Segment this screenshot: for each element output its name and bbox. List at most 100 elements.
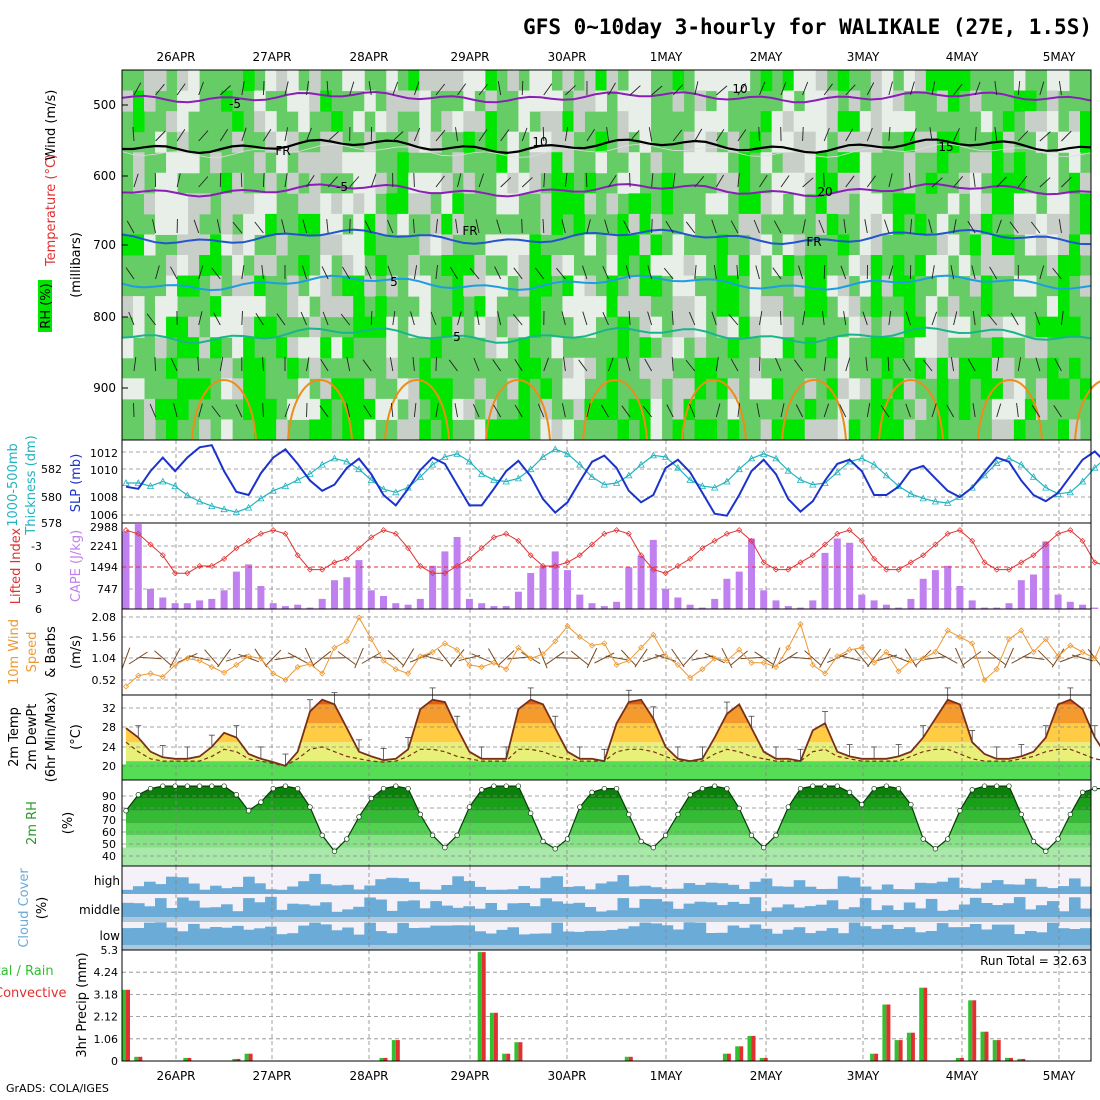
wind-barb: [173, 403, 178, 418]
cloud-cell: [628, 886, 641, 894]
rh-cell: [331, 296, 343, 318]
wind-barb: [608, 357, 614, 372]
rh-cell: [837, 398, 850, 420]
rh-cell: [353, 213, 365, 235]
rh-cell: [232, 234, 244, 256]
thickness-marker: [870, 460, 878, 468]
rh-cell: [760, 111, 773, 133]
li-marker: [687, 555, 694, 562]
date-label-bottom: 27APR: [252, 1069, 291, 1083]
wind-barb: [149, 403, 156, 418]
cloud-cell: [474, 886, 486, 894]
wind-speed-marker: [515, 644, 522, 651]
rh-cell: [716, 70, 729, 92]
axis-labels: Wind (m/s)Temperature (°C)RH (%)(milliba…: [0, 90, 90, 1058]
wind-barb: [387, 265, 394, 280]
wind-barb: [262, 402, 264, 418]
cloud-cell: [386, 933, 398, 950]
rh-cell: [177, 152, 189, 174]
run-total-label: Run Total = 32.63: [980, 954, 1087, 968]
precip-conv-bar: [383, 1057, 388, 1061]
rh-cell: [1079, 111, 1092, 133]
rh-cell: [441, 316, 453, 338]
wind-barb: [155, 83, 165, 96]
li-marker: [380, 527, 387, 534]
wind-barb: [387, 219, 394, 234]
wind-barb: [564, 127, 569, 142]
rh-cell: [166, 357, 178, 379]
rh-cell: [177, 316, 189, 338]
cloud-cell: [551, 922, 563, 950]
wind-speed-marker: [760, 659, 767, 666]
wind-speed-line: [125, 616, 1100, 687]
rh-tick: 90: [102, 790, 116, 803]
cloud-cell: [408, 881, 420, 894]
cloud-cell: [529, 906, 541, 922]
chart-title: GFS 0~10day 3-hourly for WALIKALE (27E, …: [523, 15, 1092, 39]
wind-barb: [1039, 131, 1051, 142]
rh-cell: [221, 213, 233, 235]
rh-cell: [991, 172, 1004, 194]
rh-cell: [1046, 316, 1059, 338]
rh-marker: [662, 832, 669, 838]
cloud-cell: [925, 883, 938, 894]
wind-barb: [170, 358, 178, 372]
rh-cell: [397, 172, 409, 194]
cloud-cell: [881, 884, 894, 894]
precip-total-bar: [134, 1056, 139, 1061]
contour-15: [121, 274, 1092, 292]
cloud-cell: [705, 882, 718, 894]
wind-barb: [435, 83, 446, 96]
date-label-top: 30APR: [547, 50, 586, 64]
rh-cell: [1002, 255, 1015, 277]
li-marker: [760, 559, 767, 566]
rh-cell: [914, 70, 927, 92]
rh-cell: [562, 378, 574, 400]
cloud-cell: [1069, 929, 1081, 950]
wind-barb: [235, 404, 243, 418]
rh-cell: [364, 316, 376, 338]
wind-barb: [284, 173, 288, 188]
rh-cell: [991, 398, 1004, 420]
cloud-cell: [232, 925, 244, 950]
rh-cell: [408, 419, 420, 441]
cloud-cell: [210, 927, 222, 950]
wind-barb: [989, 266, 998, 280]
wind-barb-10m: [924, 656, 947, 660]
rh-cell: [1002, 398, 1015, 420]
cloud-cell: [672, 908, 685, 922]
cloud-cell: [749, 924, 762, 950]
wind-barb-10m: [556, 657, 579, 659]
rh-cell: [936, 70, 949, 92]
rh-cell: [507, 255, 519, 277]
rh-cell: [122, 296, 134, 318]
rh-cell: [639, 111, 652, 133]
cape-bar: [416, 598, 424, 609]
rh-cell: [551, 337, 563, 359]
wind-barb: [931, 265, 935, 280]
cloud-cell: [551, 876, 563, 894]
li-marker: [748, 537, 755, 544]
wind-barb: [1017, 357, 1022, 372]
rh-cell: [122, 337, 134, 359]
rh-cell: [848, 172, 861, 194]
rh-cell: [188, 234, 200, 256]
rh-cell: [210, 234, 222, 256]
wind-barb: [996, 176, 1007, 188]
li-marker: [932, 541, 939, 548]
rh-cell: [881, 213, 894, 235]
thickness-marker: [367, 476, 375, 483]
thickness-marker: [735, 465, 743, 473]
rh-cell: [166, 419, 178, 441]
rh-cell: [980, 234, 993, 256]
rh-cell: [408, 193, 420, 215]
rh-cell: [782, 234, 795, 256]
wind-barb: [448, 359, 458, 372]
rh-cell: [155, 172, 167, 194]
wind-speed-marker: [1030, 648, 1037, 656]
cloud-cell: [936, 881, 949, 894]
wind-barb: [306, 127, 312, 142]
precip-conv-bar: [751, 1035, 756, 1061]
wind-10m-panel: 2.081.561.040.52: [92, 608, 1100, 696]
